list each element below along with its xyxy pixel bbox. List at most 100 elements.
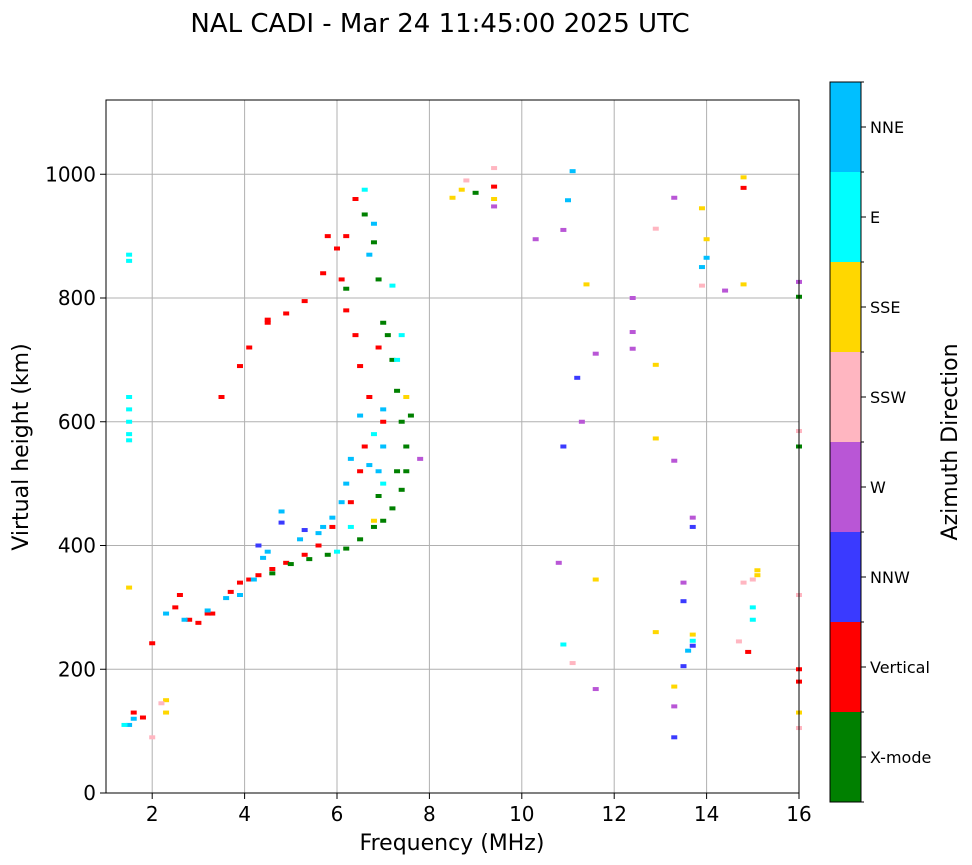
data-point bbox=[689, 638, 696, 643]
data-point bbox=[407, 413, 414, 418]
data-point bbox=[417, 456, 424, 461]
x-axis-ticks: 2 4 6 8 10 12 14 16 bbox=[146, 793, 812, 826]
colorbar-label: E bbox=[870, 208, 880, 227]
data-point bbox=[398, 419, 405, 424]
y-axis-label: Virtual height (km) bbox=[9, 343, 34, 550]
data-point bbox=[329, 524, 336, 529]
data-point bbox=[370, 518, 377, 523]
data-point bbox=[366, 463, 373, 468]
data-point bbox=[130, 710, 137, 715]
colorbar-frame bbox=[829, 81, 862, 803]
y-tick-label: 600 bbox=[58, 410, 96, 434]
data-point bbox=[236, 580, 243, 585]
data-point bbox=[278, 509, 285, 514]
data-point bbox=[403, 469, 410, 474]
data-point bbox=[491, 184, 498, 189]
series-sse bbox=[126, 175, 802, 715]
colorbar-swatch bbox=[830, 532, 861, 622]
data-point bbox=[343, 481, 350, 486]
data-point bbox=[236, 593, 243, 597]
colorbar-label: NNW bbox=[870, 568, 910, 587]
data-point bbox=[375, 277, 382, 282]
data-point bbox=[315, 543, 322, 548]
data-point bbox=[560, 642, 567, 647]
data-point bbox=[652, 436, 659, 441]
data-point bbox=[754, 568, 761, 573]
data-point bbox=[652, 362, 659, 367]
data-point bbox=[223, 596, 230, 601]
data-point bbox=[126, 252, 133, 257]
data-point bbox=[749, 577, 756, 582]
colorbar-title: Azimuth Direction bbox=[938, 343, 963, 540]
data-point bbox=[324, 552, 331, 557]
y-tick-label: 200 bbox=[58, 657, 96, 681]
data-point bbox=[347, 524, 354, 529]
data-point bbox=[260, 555, 267, 560]
data-point bbox=[149, 735, 156, 740]
y-axis-ticks: 0 200 400 600 800 1000 bbox=[45, 162, 106, 805]
data-point bbox=[324, 234, 331, 239]
data-point bbox=[204, 611, 211, 616]
data-point bbox=[703, 255, 710, 260]
data-point bbox=[375, 494, 382, 498]
data-point bbox=[301, 299, 308, 304]
data-point bbox=[491, 204, 498, 209]
data-point bbox=[301, 552, 308, 557]
colorbar-label: Vertical bbox=[870, 658, 930, 677]
x-tick-label: 14 bbox=[694, 802, 719, 826]
data-point bbox=[176, 593, 183, 597]
data-point bbox=[565, 198, 571, 203]
data-point bbox=[343, 234, 350, 239]
data-point bbox=[370, 432, 377, 437]
data-point bbox=[227, 589, 234, 594]
data-point bbox=[671, 458, 678, 463]
colorbar-swatch bbox=[830, 82, 861, 172]
data-point bbox=[680, 580, 687, 585]
data-point bbox=[126, 419, 133, 424]
data-point bbox=[449, 195, 456, 200]
x-tick-label: 2 bbox=[146, 802, 159, 826]
data-point bbox=[652, 226, 659, 231]
colorbar-label: W bbox=[870, 478, 886, 497]
data-point bbox=[357, 413, 364, 418]
data-points bbox=[121, 166, 802, 740]
data-point bbox=[380, 518, 387, 523]
data-point bbox=[347, 500, 354, 505]
data-point bbox=[375, 469, 382, 474]
data-point bbox=[126, 407, 133, 412]
data-point bbox=[532, 237, 539, 242]
data-point bbox=[357, 469, 364, 474]
data-point bbox=[320, 524, 327, 529]
data-point bbox=[583, 282, 590, 287]
data-point bbox=[361, 187, 368, 192]
data-point bbox=[130, 716, 137, 721]
data-point bbox=[352, 197, 359, 201]
data-point bbox=[569, 661, 576, 666]
data-point bbox=[740, 282, 747, 287]
data-point bbox=[126, 432, 133, 437]
data-point bbox=[394, 388, 401, 393]
data-point bbox=[269, 567, 276, 572]
series-x-mode bbox=[269, 190, 802, 576]
x-tick-label: 8 bbox=[423, 802, 436, 826]
colorbar-label: X-mode bbox=[870, 748, 931, 767]
series-ssw bbox=[149, 166, 802, 740]
data-point bbox=[394, 469, 401, 474]
data-point bbox=[380, 320, 387, 325]
data-point bbox=[735, 639, 742, 644]
x-tick-label: 12 bbox=[601, 802, 626, 826]
data-point bbox=[126, 438, 133, 443]
data-point bbox=[126, 395, 133, 399]
colorbar-swatch bbox=[830, 262, 861, 352]
data-point bbox=[347, 456, 354, 461]
data-point bbox=[121, 722, 128, 727]
data-point bbox=[329, 515, 336, 520]
series-e bbox=[121, 187, 756, 727]
data-point bbox=[629, 296, 636, 300]
x-tick-label: 6 bbox=[331, 802, 344, 826]
data-point bbox=[680, 664, 687, 669]
data-point bbox=[380, 407, 387, 412]
x-tick-label: 4 bbox=[238, 802, 251, 826]
data-point bbox=[283, 560, 290, 565]
